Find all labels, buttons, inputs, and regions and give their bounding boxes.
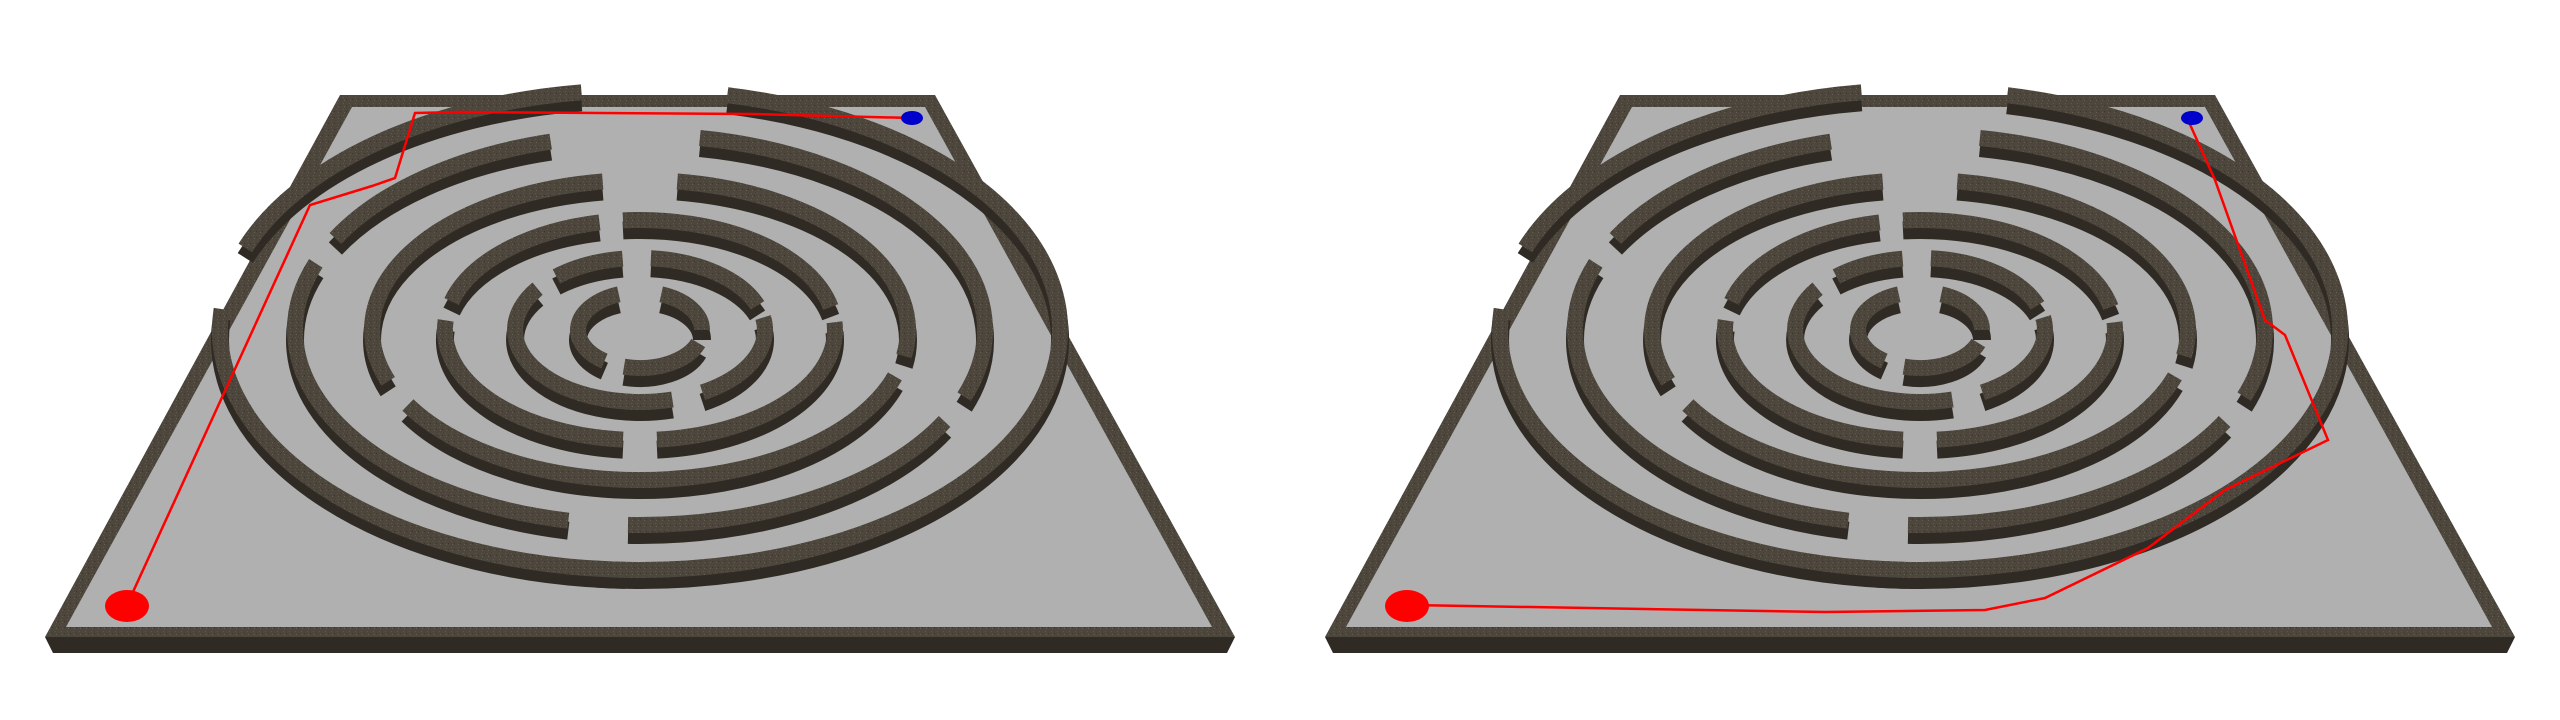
route-path: [1409, 119, 2330, 614]
maze-wall-top: [507, 282, 674, 410]
maze-wall-top: [1724, 214, 1881, 306]
floor-base-edge: [1325, 637, 2515, 653]
maze-wall-top: [1567, 258, 1850, 529]
goal-marker: [901, 111, 923, 125]
start-marker: [105, 590, 149, 622]
maze-wall-top: [1492, 87, 2348, 578]
maze-wall-side: [552, 259, 624, 295]
maze-wall-top: [552, 250, 624, 284]
maze-wall-top: [1956, 173, 2196, 359]
maze-wall-top: [1518, 84, 1863, 253]
route-line: [125, 110, 913, 606]
maze-wall-top: [1930, 250, 2045, 310]
maze-wall-top: [402, 372, 902, 489]
goal-marker: [2181, 111, 2203, 125]
maze-wall-top: [570, 286, 621, 369]
maze-walls: [1491, 84, 2349, 589]
maze-wall-top: [1939, 286, 1990, 331]
maze-wall-top: [622, 338, 706, 376]
maze-wall-top: [1979, 130, 2273, 402]
maze-wall-top: [437, 319, 624, 448]
maze-wall-top: [287, 258, 570, 529]
maze-wall-top: [1717, 319, 1904, 448]
maze-wall-top: [676, 173, 916, 359]
maze-wall-top: [699, 315, 773, 400]
maze-panel-right: [1325, 84, 2515, 653]
route-path: [125, 110, 913, 606]
maze-walls: [211, 84, 1069, 589]
maze-wall-top: [212, 87, 1068, 578]
maze-wall-top: [1902, 338, 1986, 376]
maze-wall-top: [656, 321, 843, 448]
maze-wall-top: [699, 130, 993, 402]
maze-wall-top: [1979, 315, 2053, 400]
maze-wall-top: [659, 286, 710, 331]
maze-wall-top: [1609, 133, 1832, 244]
maze-wall-top: [1644, 173, 1884, 386]
maze-wall-top: [627, 416, 951, 534]
maze-wall-top: [595, 560, 626, 578]
route-line: [1409, 119, 2330, 614]
maze-wall-top: [1682, 372, 2182, 489]
maze-wall-top: [1832, 250, 1904, 284]
maze-wall-top: [1850, 286, 1901, 369]
maze-wall-top: [1907, 416, 2231, 534]
maze-wall-top: [1902, 212, 2119, 311]
maze-wall-side: [1875, 569, 1906, 589]
maze-panel-left: [45, 84, 1235, 653]
maze-wall-top: [1936, 321, 2123, 448]
maze-wall-top: [364, 173, 604, 386]
maze-wall-top: [650, 250, 765, 310]
maze-wall-side: [1832, 259, 1904, 295]
maze-wall-top: [1787, 282, 1954, 410]
maze-wall-top: [622, 212, 839, 311]
maze-wall-side: [1681, 381, 2183, 500]
maze-wall-top: [1875, 560, 1906, 578]
maze-wall-top: [444, 214, 601, 306]
maze-wall-side: [401, 381, 903, 500]
start-marker: [1385, 590, 1429, 622]
maze-wall-side: [595, 569, 626, 589]
maze-wall-top: [238, 84, 583, 253]
maze-wall-top: [329, 133, 552, 244]
floor-base-edge: [45, 637, 1235, 653]
